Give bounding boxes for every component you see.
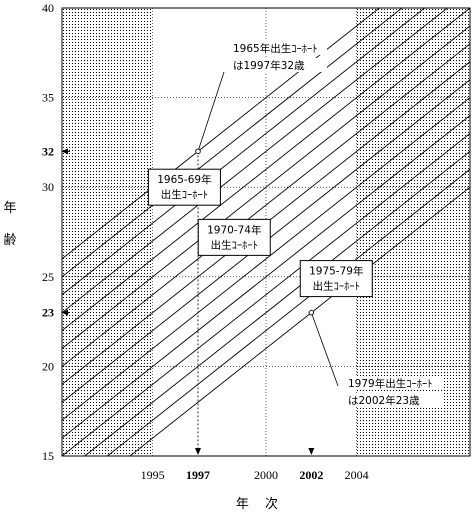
group-label-text-0-0: 1965-69年 [157,173,211,186]
cohort-line-1979 [129,186,470,456]
cohort-line-1977 [83,151,470,456]
cohort-line-1978 [106,168,470,456]
cohort-line-1976 [62,133,470,456]
cohort-line-1970 [62,25,470,349]
callout-bg-1-0 [346,376,442,390]
callout-text-0-1: は1997年32歳 [233,59,305,72]
x-tick-label-1995: 1995 [141,468,165,482]
group-label-box-2 [299,260,373,298]
cohort-line-1974 [62,97,470,421]
y-tick-label-30: 30 [42,180,54,194]
y-pointer-arrow-23 [62,309,68,316]
y-tick-label-40: 40 [42,1,54,15]
highlight-point-2002 [308,309,315,316]
tick-labels: 15 20 23 25 30 32 35 40 1995 1997 2000 2002 2004 [42,1,369,482]
x-pointer-arrow-1997 [195,448,201,455]
group-label-text-2-1: 出生ｺｰﾎｰﾄ [313,280,360,293]
group-label-text-2-0: 1975-79年 [309,265,363,278]
callout-line-0 [197,71,225,152]
callout-text-1-0: 1979年出生ｺｰﾎｰﾄ [348,377,432,390]
x-tick-label-2002: 2002 [299,468,323,482]
y-tick-label-20: 20 [42,359,54,373]
axis-titles: 年齢年 次 [3,201,284,512]
group-label-text-1-1: 出生ｺｰﾎｰﾄ [211,238,258,251]
annotations: 1965年出生ｺｰﾎｰﾄ は1997年32歳 1979年出生ｺｰﾎｰﾄ は2002年2… [147,41,442,448]
group-label-text-1-0: 1970-74年 [207,223,261,236]
callout-bg-0-0 [231,41,327,55]
group-label-text-0-1: 出生ｺｰﾎｰﾄ [161,188,208,201]
y-axis-title-char-0: 年 [3,201,16,216]
y-axis-title-char-1: 齢 [3,233,16,248]
x-tick-label-2000: 2000 [254,468,278,482]
y-pointer-arrow-32 [62,148,68,155]
callout-line-1 [310,312,339,387]
cohort-line-1975 [62,115,470,439]
cohort-line-1971 [62,43,470,367]
y-tick-label-15: 15 [42,449,54,463]
cohort-line-1969 [62,8,470,331]
callout-text-1-1: は2002年23歳 [348,394,420,407]
plot-frame [61,7,471,457]
callout-bg-0-1 [231,58,327,72]
x-axis-title: 年 次 [236,496,284,512]
cohort-line-1967 [62,8,426,296]
y-tick-label-32: 32 [42,144,54,158]
callout-text-0-0: 1965年出生ｺｰﾎｰﾄ [233,42,317,55]
cohort-line-1968 [62,8,449,313]
cohort-line-1965 [62,8,381,260]
highlight-point-1997 [195,148,201,155]
x-pointer-arrow-2002 [308,448,315,455]
group-label-box-1 [197,218,271,256]
cohort-line-1966 [62,8,403,278]
x-tick-label-1997: 1997 [186,468,210,482]
group-label-box-0 [147,168,221,206]
y-tick-label-25: 25 [42,270,54,284]
y-tick-label-23: 23 [42,306,54,320]
x-tick-label-2004: 2004 [345,468,369,482]
y-tick-label-35: 35 [42,91,54,105]
callout-bg-1-1 [346,393,442,407]
plot-border [61,7,471,457]
shaded-region-0 [62,8,153,456]
